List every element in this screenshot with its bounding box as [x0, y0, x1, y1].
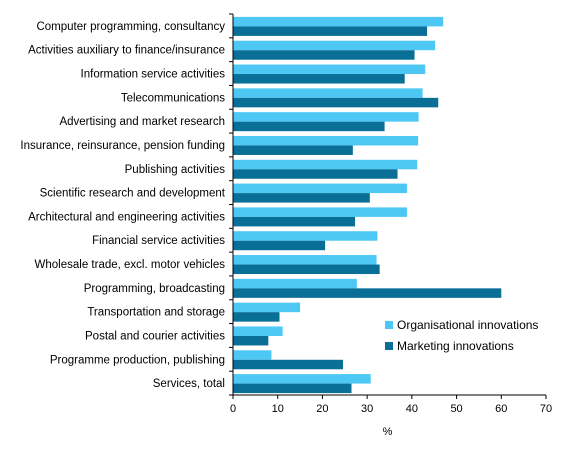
category-labels: Computer programming, consultancy Activit… [20, 13, 233, 396]
bar-marketing-2 [233, 74, 405, 84]
bar-organisational-4 [233, 112, 419, 122]
x-axis-title: % [383, 426, 393, 438]
bar-organisational-0 [233, 16, 444, 27]
category-label-0: Computer programming, consultancy [36, 21, 225, 33]
category-label-7: Scientific research and development [40, 188, 226, 200]
bar-organisational-15 [233, 374, 371, 384]
bars-group [233, 16, 502, 394]
category-label-8: Architectural and engineering activities [28, 211, 225, 223]
category-label-2: Information service activities [81, 69, 226, 81]
bar-organisational-12 [233, 302, 301, 313]
category-label-6: Publishing activities [125, 164, 226, 176]
bar-marketing-3 [233, 97, 439, 108]
category-label-14: Programme production, publishing [50, 354, 225, 366]
category-label-11: Programming, broadcasting [84, 283, 225, 295]
bar-marketing-11 [233, 288, 502, 298]
bar-organisational-14 [233, 350, 272, 360]
x-tick-label-4: 40 [406, 403, 418, 415]
bar-marketing-7 [233, 193, 370, 203]
category-label-13: Postal and courier activities [85, 330, 225, 342]
category-label-1: Activities auxiliary to finance/insuranc… [28, 45, 225, 57]
bar-organisational-9 [233, 231, 378, 241]
category-label-10: Wholesale trade, excl. motor vehicles [35, 259, 226, 271]
bar-marketing-15 [233, 383, 352, 394]
x-axis-ticks: 0 10 20 30 40 50 60 70 [230, 395, 552, 415]
bar-marketing-1 [233, 50, 415, 60]
category-label-3: Telecommunications [121, 92, 225, 104]
x-tick-label-6: 60 [495, 403, 507, 415]
bar-organisational-8 [233, 207, 407, 217]
x-tick-label-0: 0 [230, 403, 236, 415]
legend-label-marketing: Marketing innovations [397, 339, 514, 353]
bar-organisational-13 [233, 326, 283, 336]
bar-marketing-0 [233, 26, 428, 36]
x-tick-label-2: 20 [316, 403, 328, 415]
category-label-5: Insurance, reinsurance, pension funding [20, 140, 225, 152]
bar-organisational-7 [233, 183, 407, 194]
x-tick-label-1: 10 [272, 403, 284, 415]
category-label-12: Transportation and storage [87, 307, 225, 319]
bar-marketing-5 [233, 145, 353, 155]
legend-swatch-marketing [385, 342, 393, 350]
bar-marketing-9 [233, 240, 326, 251]
bar-marketing-10 [233, 264, 380, 275]
bar-marketing-13 [233, 335, 269, 346]
bar-marketing-4 [233, 121, 385, 132]
bar-marketing-14 [233, 359, 343, 370]
category-label-15: Services, total [153, 378, 225, 390]
bar-organisational-1 [233, 40, 436, 51]
bar-marketing-12 [233, 312, 280, 322]
bar-organisational-6 [233, 159, 418, 170]
legend-swatch-organisational [385, 321, 393, 329]
bar-organisational-5 [233, 135, 419, 146]
bar-organisational-2 [233, 64, 426, 75]
x-tick-label-7: 70 [540, 403, 552, 415]
legend-label-organisational: Organisational innovations [397, 318, 538, 332]
x-tick-label-5: 50 [450, 403, 462, 415]
bar-marketing-6 [233, 169, 398, 179]
legend: Organisational innovations Marketing inno… [385, 318, 538, 353]
bar-organisational-3 [233, 88, 423, 98]
bar-marketing-8 [233, 216, 356, 227]
bar-organisational-11 [233, 278, 357, 289]
category-label-9: Financial service activities [92, 235, 225, 247]
bar-organisational-10 [233, 255, 377, 265]
x-tick-label-3: 30 [361, 403, 373, 415]
category-label-4: Advertising and market research [59, 116, 225, 128]
